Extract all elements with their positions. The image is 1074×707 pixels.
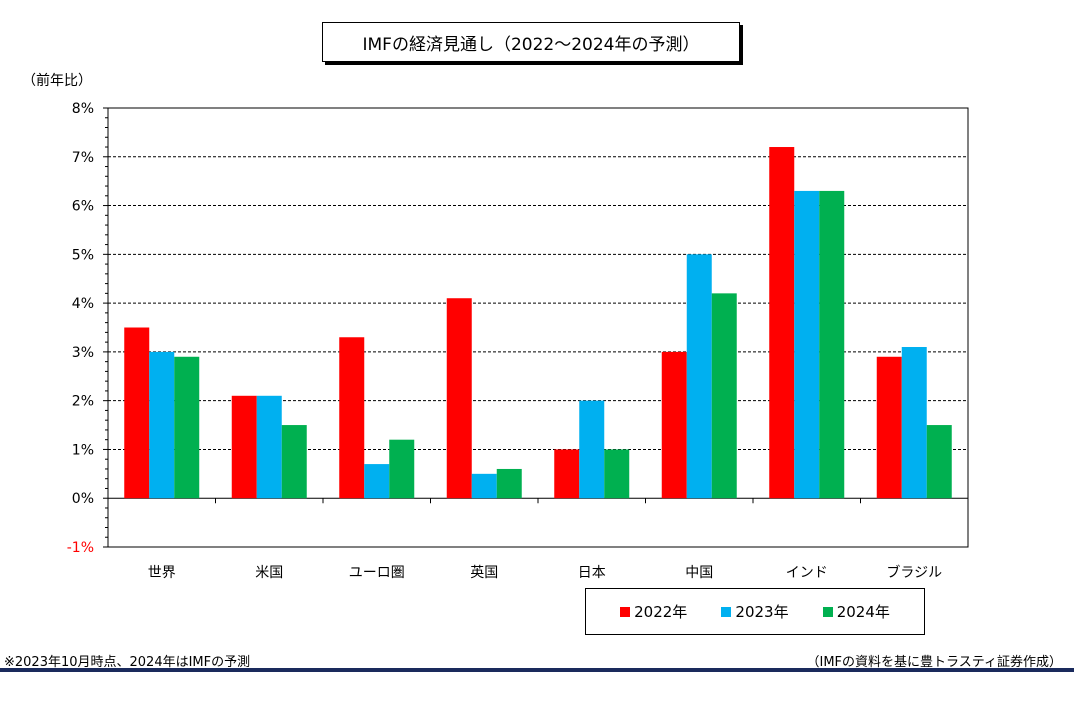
bottom-divider bbox=[0, 668, 1074, 672]
footnote: ※2023年10月時点、2024年はIMFの予測 bbox=[4, 655, 251, 670]
legend-item-2022: 2022年 bbox=[620, 601, 687, 622]
bar-2022年-中国 bbox=[661, 351, 687, 499]
legend-item-2024: 2024年 bbox=[822, 601, 890, 622]
bar-2024年-中国 bbox=[711, 293, 737, 499]
x-category-label: 中国 bbox=[685, 565, 713, 581]
y-tick-label: 5% bbox=[72, 247, 94, 263]
source-note: （IMFの資料を基に豊トラスティ証券作成） bbox=[806, 655, 1063, 670]
x-category-label: 英国 bbox=[470, 564, 498, 581]
legend-label-2024: 2024年 bbox=[836, 603, 890, 621]
x-category-label: ブラジル bbox=[886, 564, 942, 581]
bar-2022年-インド bbox=[769, 147, 795, 499]
y-tick-label: 7% bbox=[72, 150, 94, 166]
y-tick-label: 4% bbox=[72, 296, 94, 312]
x-category-label: 日本 bbox=[578, 565, 606, 581]
y-tick-label: 0% bbox=[72, 491, 94, 507]
chart-title: IMFの経済見通し（2022～2024年の予測） bbox=[322, 22, 740, 62]
bar-2024年-日本 bbox=[604, 449, 630, 499]
bar-2024年-世界 bbox=[174, 356, 200, 499]
legend-swatch-2024 bbox=[822, 606, 833, 617]
y-tick-label: 1% bbox=[72, 442, 94, 458]
bar-2022年-世界 bbox=[124, 327, 150, 499]
bar-2023年-日本 bbox=[579, 400, 605, 499]
legend-item-2023: 2023年 bbox=[721, 601, 789, 622]
bar-2023年-ユーロ圏 bbox=[364, 464, 390, 499]
y-tick-label: 8% bbox=[72, 101, 94, 117]
bar-2023年-世界 bbox=[149, 351, 175, 499]
y-tick-label: 6% bbox=[72, 199, 94, 215]
bar-2024年-米国 bbox=[281, 425, 307, 499]
y-tick-label: -1% bbox=[67, 540, 94, 556]
x-category-label: ユーロ圏 bbox=[349, 565, 405, 581]
bar-2024年-ユーロ圏 bbox=[389, 439, 415, 499]
bar-2024年-英国 bbox=[496, 468, 522, 499]
y-tick-label: 3% bbox=[72, 345, 94, 361]
bar-2023年-インド bbox=[794, 190, 820, 499]
x-category-label: 米国 bbox=[255, 565, 283, 581]
bar-2022年-ユーロ圏 bbox=[339, 337, 365, 499]
bar-2023年-中国 bbox=[686, 254, 712, 499]
bar-2023年-ブラジル bbox=[901, 347, 927, 499]
bar-2022年-米国 bbox=[231, 395, 257, 499]
bar-2023年-英国 bbox=[471, 473, 497, 499]
bar-2022年-ブラジル bbox=[876, 356, 902, 499]
bar-2024年-ブラジル bbox=[926, 425, 952, 499]
y-tick-label: 2% bbox=[72, 394, 94, 410]
legend: 2022年 2023年 2024年 bbox=[585, 588, 925, 635]
legend-swatch-2022 bbox=[620, 606, 631, 617]
bar-2023年-米国 bbox=[256, 395, 282, 499]
y-axis-unit-label: （前年比） bbox=[22, 73, 92, 89]
legend-label-2022: 2022年 bbox=[634, 603, 688, 621]
legend-label-2023: 2023年 bbox=[735, 603, 789, 621]
bar-2022年-日本 bbox=[554, 449, 580, 499]
bar-2024年-インド bbox=[819, 190, 845, 499]
bar-2022年-英国 bbox=[446, 298, 472, 499]
x-category-label: インド bbox=[786, 565, 828, 581]
chart-title-text: IMFの経済見通し（2022～2024年の予測） bbox=[362, 34, 700, 55]
legend-swatch-2023 bbox=[721, 606, 732, 617]
x-category-label: 世界 bbox=[148, 565, 176, 581]
